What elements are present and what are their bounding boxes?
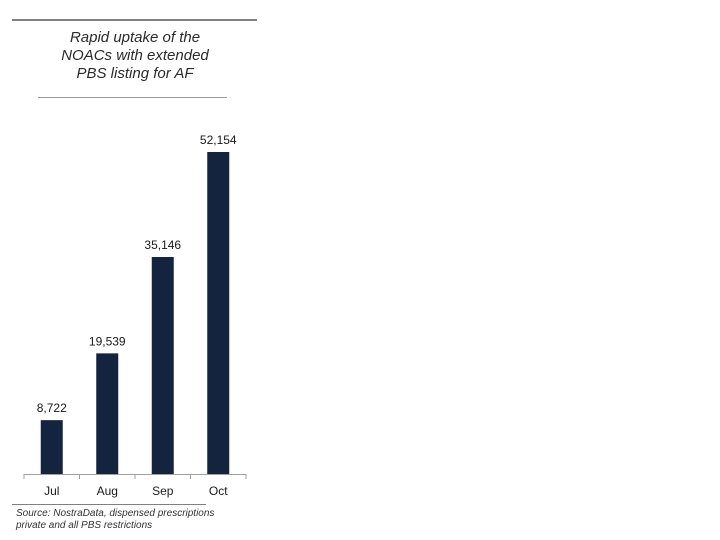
chart-title-line-2: NOACs with extended: [61, 47, 209, 64]
chart-title-line-3: PBS listing for AF: [76, 65, 194, 82]
source-line-2: private and all PBS restrictions: [16, 520, 153, 531]
x-tick-label-jul: Jul: [44, 484, 59, 498]
top-rule: [12, 19, 257, 21]
source-note: Source: NostraData, dispensed prescripti…: [16, 508, 256, 532]
bar-aug: [96, 353, 119, 474]
bar-sep: [151, 257, 174, 474]
title-rule: [38, 97, 227, 98]
data-label-sep: 35,146: [144, 238, 181, 252]
data-label-oct: 52,154: [200, 133, 237, 147]
x-tick-label-sep: Sep: [152, 484, 174, 498]
x-tick-label-aug: Aug: [97, 484, 118, 498]
x-tick-label-oct: Oct: [209, 484, 228, 498]
bar-oct: [207, 152, 230, 474]
source-rule: [12, 504, 206, 505]
bar-jul: [40, 420, 63, 474]
source-line-1: Source: NostraData, dispensed prescripti…: [16, 508, 215, 519]
chart-title: Rapid uptake of the NOACs with extended …: [30, 29, 240, 83]
data-label-jul: 8,722: [37, 401, 67, 415]
bar-chart: 8,722 Jul 19,539 Aug 35,146 Sep 52,154 Oct: [23, 133, 247, 498]
data-label-aug: 19,539: [89, 334, 126, 348]
chart-title-line-1: Rapid uptake of the: [69, 29, 201, 46]
